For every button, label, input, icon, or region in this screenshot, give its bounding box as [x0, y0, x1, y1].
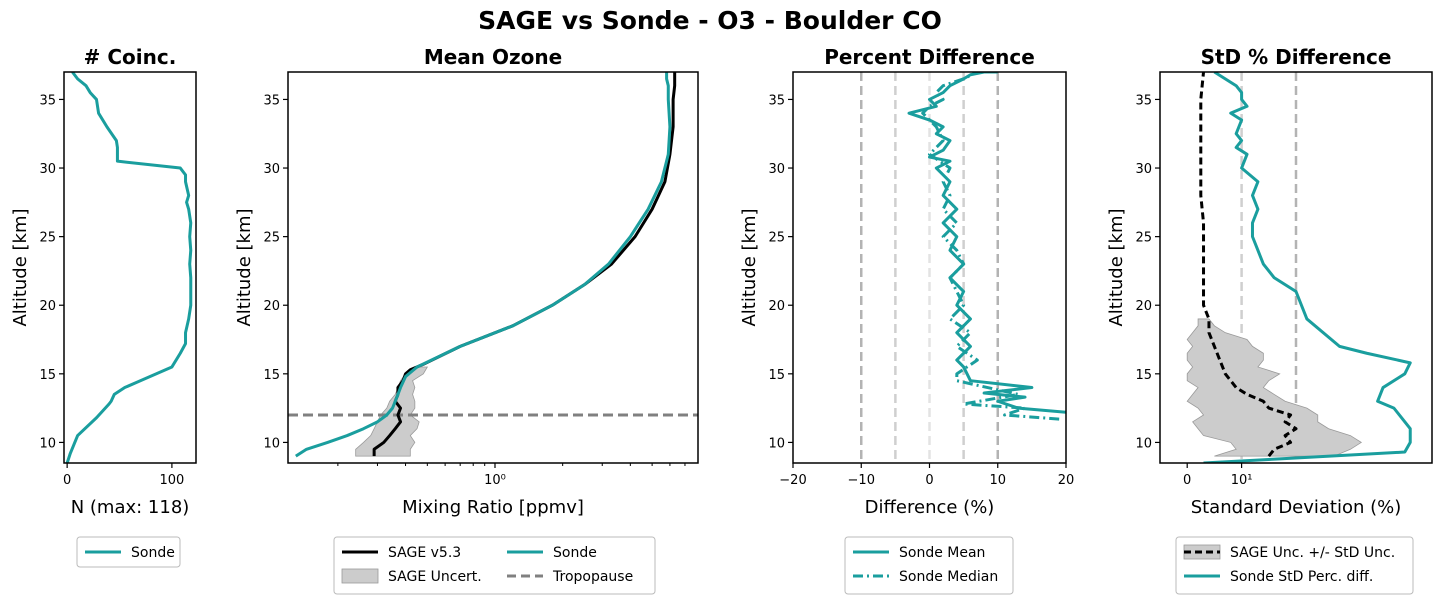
legend-swatch-2 — [341, 568, 379, 584]
series-line-1 — [1203, 72, 1412, 463]
y-tick-label: 20 — [768, 299, 785, 314]
plot-area — [288, 72, 698, 458]
x-axis-label: N (max: 118) — [71, 497, 190, 518]
plot-area — [65, 72, 193, 463]
y-tick-label: 25 — [39, 231, 56, 246]
panel-mean_ozone: 10 15 20 25 30 35 10⁰ Mean Ozone Mixing Ratio [p… — [234, 45, 699, 595]
y-tick-label: 30 — [1135, 162, 1152, 177]
legend-label-0: Sonde — [131, 545, 175, 561]
legend-label-1: Sonde Median — [899, 569, 998, 585]
legend-label-0: SAGE v5.3 — [388, 545, 461, 561]
x-tick-label: 10¹ — [1231, 473, 1253, 488]
axes-frame — [287, 71, 699, 464]
panel-pct_diff: 10 15 20 25 30 35 −20 −10 0 10 20 Percent Differenc… — [739, 45, 1075, 595]
panel-coinc: 10 15 20 25 30 35 0 100 # Coinc. N (max: 118) Alti… — [10, 45, 197, 568]
panel-title: # Coinc. — [84, 45, 177, 69]
x-tick-label: 10 — [989, 473, 1006, 488]
x-axis-label: Mixing Ratio [ppmv] — [402, 497, 584, 518]
x-tick-label: 100 — [159, 473, 184, 488]
legend-pct_diff: Sonde Mean Sonde Median — [844, 536, 1014, 595]
y-axis-label: Altitude [km] — [10, 208, 31, 326]
panel-std_diff: 10 15 20 25 30 35 0 10¹ StD % Difference Standard… — [1106, 45, 1433, 595]
panel-title: Percent Difference — [824, 45, 1035, 69]
x-tick-label: 10⁰ — [484, 473, 506, 488]
y-tick-label: 15 — [768, 368, 785, 383]
y-tick-label: 15 — [39, 368, 56, 383]
y-tick-label: 30 — [768, 162, 785, 177]
y-tick-label: 30 — [263, 162, 280, 177]
y-tick-label: 20 — [263, 299, 280, 314]
legend-coinc: Sonde — [76, 536, 181, 568]
x-tick-label: −10 — [848, 473, 875, 488]
plot-area — [1186, 72, 1412, 463]
legend-box — [333, 536, 656, 595]
y-tick-label: 15 — [1135, 368, 1152, 383]
y-tick-label: 25 — [263, 231, 280, 246]
figure-title: SAGE vs Sonde - O3 - Boulder CO — [478, 6, 942, 35]
y-tick-label: 30 — [39, 162, 56, 177]
plot-area — [860, 72, 1066, 463]
series-line-1 — [295, 72, 672, 458]
y-tick-label: 35 — [1135, 93, 1152, 108]
x-axis-label: Standard Deviation (%) — [1191, 497, 1402, 518]
x-tick-label: 20 — [1058, 473, 1075, 488]
y-tick-label: 35 — [768, 93, 785, 108]
uncertainty-band — [1186, 318, 1363, 457]
legend-label-0: Sonde Mean — [899, 545, 985, 561]
series-line-0 — [65, 72, 193, 463]
y-axis-label: Altitude [km] — [739, 208, 760, 326]
y-axis-label: Altitude [km] — [234, 208, 255, 326]
x-tick-label: 0 — [1183, 473, 1191, 488]
y-tick-label: 25 — [768, 231, 785, 246]
axes-frame — [63, 71, 197, 464]
legend-box — [1175, 536, 1414, 595]
legend-label-2: SAGE Uncert. — [388, 569, 482, 585]
y-tick-label: 10 — [768, 436, 785, 451]
panel-title: StD % Difference — [1201, 45, 1392, 69]
legend-mean_ozone: SAGE v5.3 Sonde SAGE Uncert. Tropopause — [333, 536, 656, 595]
y-tick-label: 15 — [263, 368, 280, 383]
x-axis-label: Difference (%) — [865, 497, 995, 518]
legend-box — [76, 536, 181, 568]
x-tick-label: 0 — [63, 473, 71, 488]
y-tick-label: 25 — [1135, 231, 1152, 246]
y-tick-label: 35 — [39, 93, 56, 108]
y-tick-label: 10 — [263, 436, 280, 451]
series-line-0 — [372, 72, 677, 457]
series-line-1 — [921, 72, 1060, 421]
y-tick-label: 20 — [39, 299, 56, 314]
x-tick-label: 0 — [925, 473, 933, 488]
legend-std_diff: SAGE Unc. +/- StD Unc. Sonde StD Perc. di… — [1175, 536, 1414, 595]
panel-title: Mean Ozone — [424, 45, 562, 69]
axes-frame — [1159, 71, 1433, 464]
series-line-0 — [1199, 72, 1298, 458]
y-axis-label: Altitude [km] — [1106, 208, 1127, 326]
legend-label-1: Sonde StD Perc. diff. — [1230, 569, 1373, 585]
legend-label-3: Tropopause — [552, 569, 633, 585]
y-tick-label: 10 — [39, 436, 56, 451]
legend-label-0: SAGE Unc. +/- StD Unc. — [1230, 545, 1395, 561]
y-tick-label: 10 — [1135, 436, 1152, 451]
y-tick-label: 35 — [263, 93, 280, 108]
y-tick-label: 20 — [1135, 299, 1152, 314]
legend-label-1: Sonde — [553, 545, 597, 561]
x-tick-label: −20 — [779, 473, 806, 488]
